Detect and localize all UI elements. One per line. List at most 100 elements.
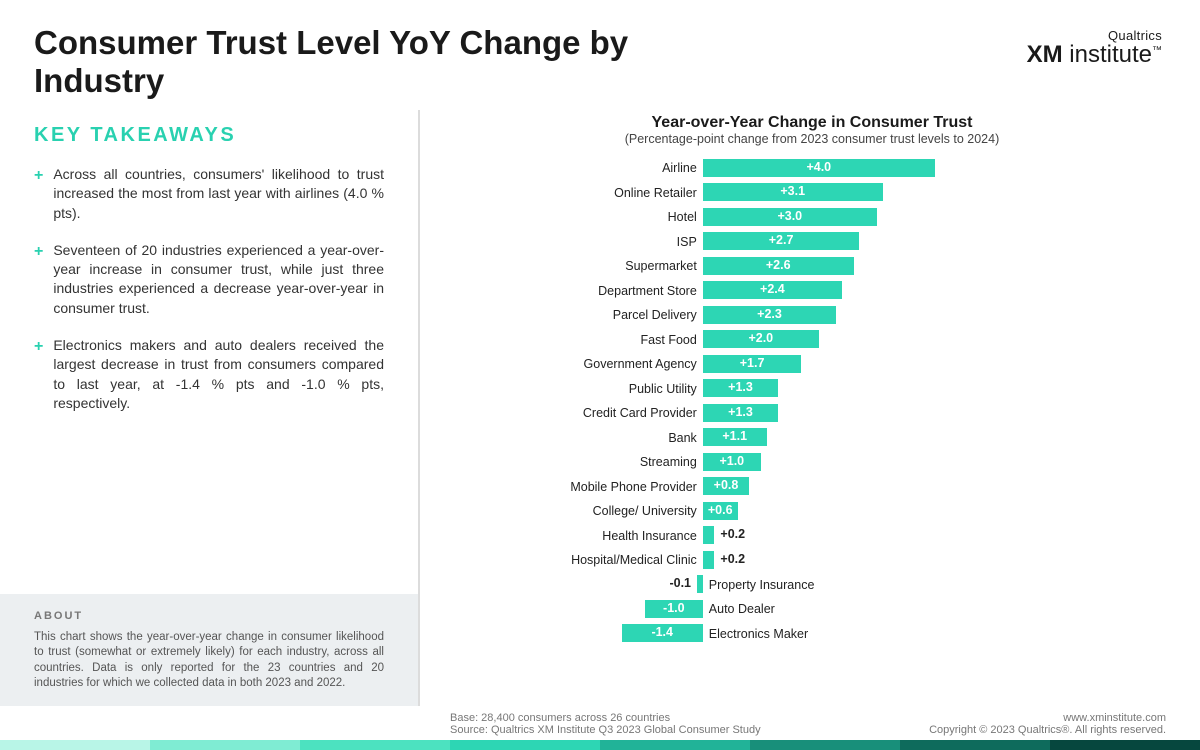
stripe-segment [300,740,450,750]
key-takeaways-heading: KEY TAKEAWAYS [0,124,418,165]
stripe-segment [450,740,600,750]
value-label: +0.2 [720,527,745,541]
chart-bar [697,575,703,593]
category-label: ISP [677,235,697,249]
chart-row: Health Insurance +0.2 [448,523,1176,548]
about-heading: ABOUT [34,610,384,622]
stripe-segment [900,740,1050,750]
chart-row: Electronics Maker-1.4 [448,621,1176,646]
page-title: Consumer Trust Level YoY Change by Indus… [34,24,734,100]
bottom-color-stripe [0,740,1200,750]
takeaway-text: Electronics makers and auto dealers rece… [53,336,384,413]
stripe-segment [0,740,150,750]
stripe-segment [750,740,900,750]
brand-logo: Qualtrics XM institute™ [1027,24,1166,100]
category-label: Bank [668,431,697,445]
takeaway-item: + Electronics makers and auto dealers re… [34,336,384,413]
value-label: -1.0 [645,601,703,615]
category-label: Airline [662,161,697,175]
category-label: Mobile Phone Provider [570,480,696,494]
category-label: Fast Food [641,333,697,347]
value-label: +1.7 [703,356,802,370]
takeaways-list: + Across all countries, consumers' likel… [0,165,418,431]
value-label: +0.8 [703,478,749,492]
chart-row: Bank +1.1 [448,425,1176,450]
category-label: Online Retailer [614,186,697,200]
chart-row: Parcel Delivery+2.3 [448,303,1176,328]
value-label: +4.0 [703,160,935,174]
chart-row: Government Agency +1.7 [448,352,1176,377]
chart-row: Hospital/Medical Clinic +0.2 [448,548,1176,573]
category-label: Health Insurance [602,529,697,543]
logo-xm: XM [1027,41,1063,68]
category-label: Supermarket [625,259,697,273]
chart-subtitle: (Percentage-point change from 2023 consu… [448,132,1176,146]
chart-row: Credit Card Provider +1.3 [448,401,1176,426]
chart-row: Mobile Phone Provider +0.8 [448,474,1176,499]
logo-institute: institute [1063,41,1152,68]
chart-title: Year-over-Year Change in Consumer Trust [448,114,1176,132]
chart-row: ISP +2.7 [448,229,1176,254]
value-label: +2.4 [703,282,842,296]
category-label: Credit Card Provider [583,406,697,420]
main-content: KEY TAKEAWAYS + Across all countries, co… [0,110,1200,706]
right-panel: Year-over-Year Change in Consumer Trust … [420,110,1200,706]
value-label: +3.1 [703,184,883,198]
category-label: Streaming [640,455,697,469]
stripe-segment [150,740,300,750]
left-panel: KEY TAKEAWAYS + Across all countries, co… [0,110,420,706]
category-label: Government Agency [584,357,697,371]
category-label: Property Insurance [709,578,815,592]
header: Consumer Trust Level YoY Change by Indus… [0,0,1200,110]
chart-row: Fast Food +2.0 [448,327,1176,352]
stripe-segment [600,740,750,750]
category-label: Auto Dealer [709,602,775,616]
chart-bar [703,526,715,544]
category-label: College/ University [593,504,697,518]
stripe-segment [1050,740,1200,750]
takeaway-item: + Seventeen of 20 industries experienced… [34,241,384,318]
category-label: Electronics Maker [709,627,808,641]
value-label: +2.7 [703,233,860,247]
takeaway-item: + Across all countries, consumers' likel… [34,165,384,223]
category-label: Hotel [668,210,697,224]
category-label: Hospital/Medical Clinic [571,553,697,567]
footer-url: www.xminstitute.com [929,712,1166,724]
value-label: +1.3 [703,405,778,419]
logo-bottom-text: XM institute™ [1027,43,1162,67]
about-text: This chart shows the year-over-year chan… [34,630,384,692]
value-label: +1.1 [703,429,767,443]
chart-row: Department Store +2.4 [448,278,1176,303]
chart-row: Supermarket +2.6 [448,254,1176,279]
plus-icon: + [34,241,43,318]
category-label: Department Store [598,284,697,298]
value-label: +1.3 [703,380,778,394]
plus-icon: + [34,165,43,223]
chart-row: Auto Dealer -1.0 [448,597,1176,622]
plus-icon: + [34,336,43,413]
chart-bar [703,551,715,569]
value-label: +3.0 [703,209,877,223]
footer-left: Base: 28,400 consumers across 26 countri… [450,712,761,736]
chart-row: Public Utility+1.3 [448,376,1176,401]
about-box: ABOUT This chart shows the year-over-yea… [0,594,418,706]
takeaway-text: Across all countries, consumers' likelih… [53,165,384,223]
chart-row: Hotel +3.0 [448,205,1176,230]
value-label: +0.2 [720,552,745,566]
chart-row: Property Insurance -0.1 [448,572,1176,597]
footer: Base: 28,400 consumers across 26 countri… [0,706,1200,740]
chart-row: Airline +4.0 [448,156,1176,181]
chart-row: Streaming +1.0 [448,450,1176,475]
footer-source: Source: Qualtrics XM Institute Q3 2023 G… [450,724,761,736]
footer-base: Base: 28,400 consumers across 26 countri… [450,712,761,724]
value-label: -0.1 [669,576,691,590]
value-label: +2.6 [703,258,854,272]
page-container: Consumer Trust Level YoY Change by Indus… [0,0,1200,750]
value-label: +2.0 [703,331,819,345]
takeaway-text: Seventeen of 20 industries experienced a… [53,241,384,318]
footer-right: www.xminstitute.com Copyright © 2023 Qua… [929,712,1166,736]
value-label: +1.0 [703,454,761,468]
logo-tm: ™ [1152,45,1162,56]
value-label: +2.3 [703,307,836,321]
chart-row: College/ University+0.6 [448,499,1176,524]
